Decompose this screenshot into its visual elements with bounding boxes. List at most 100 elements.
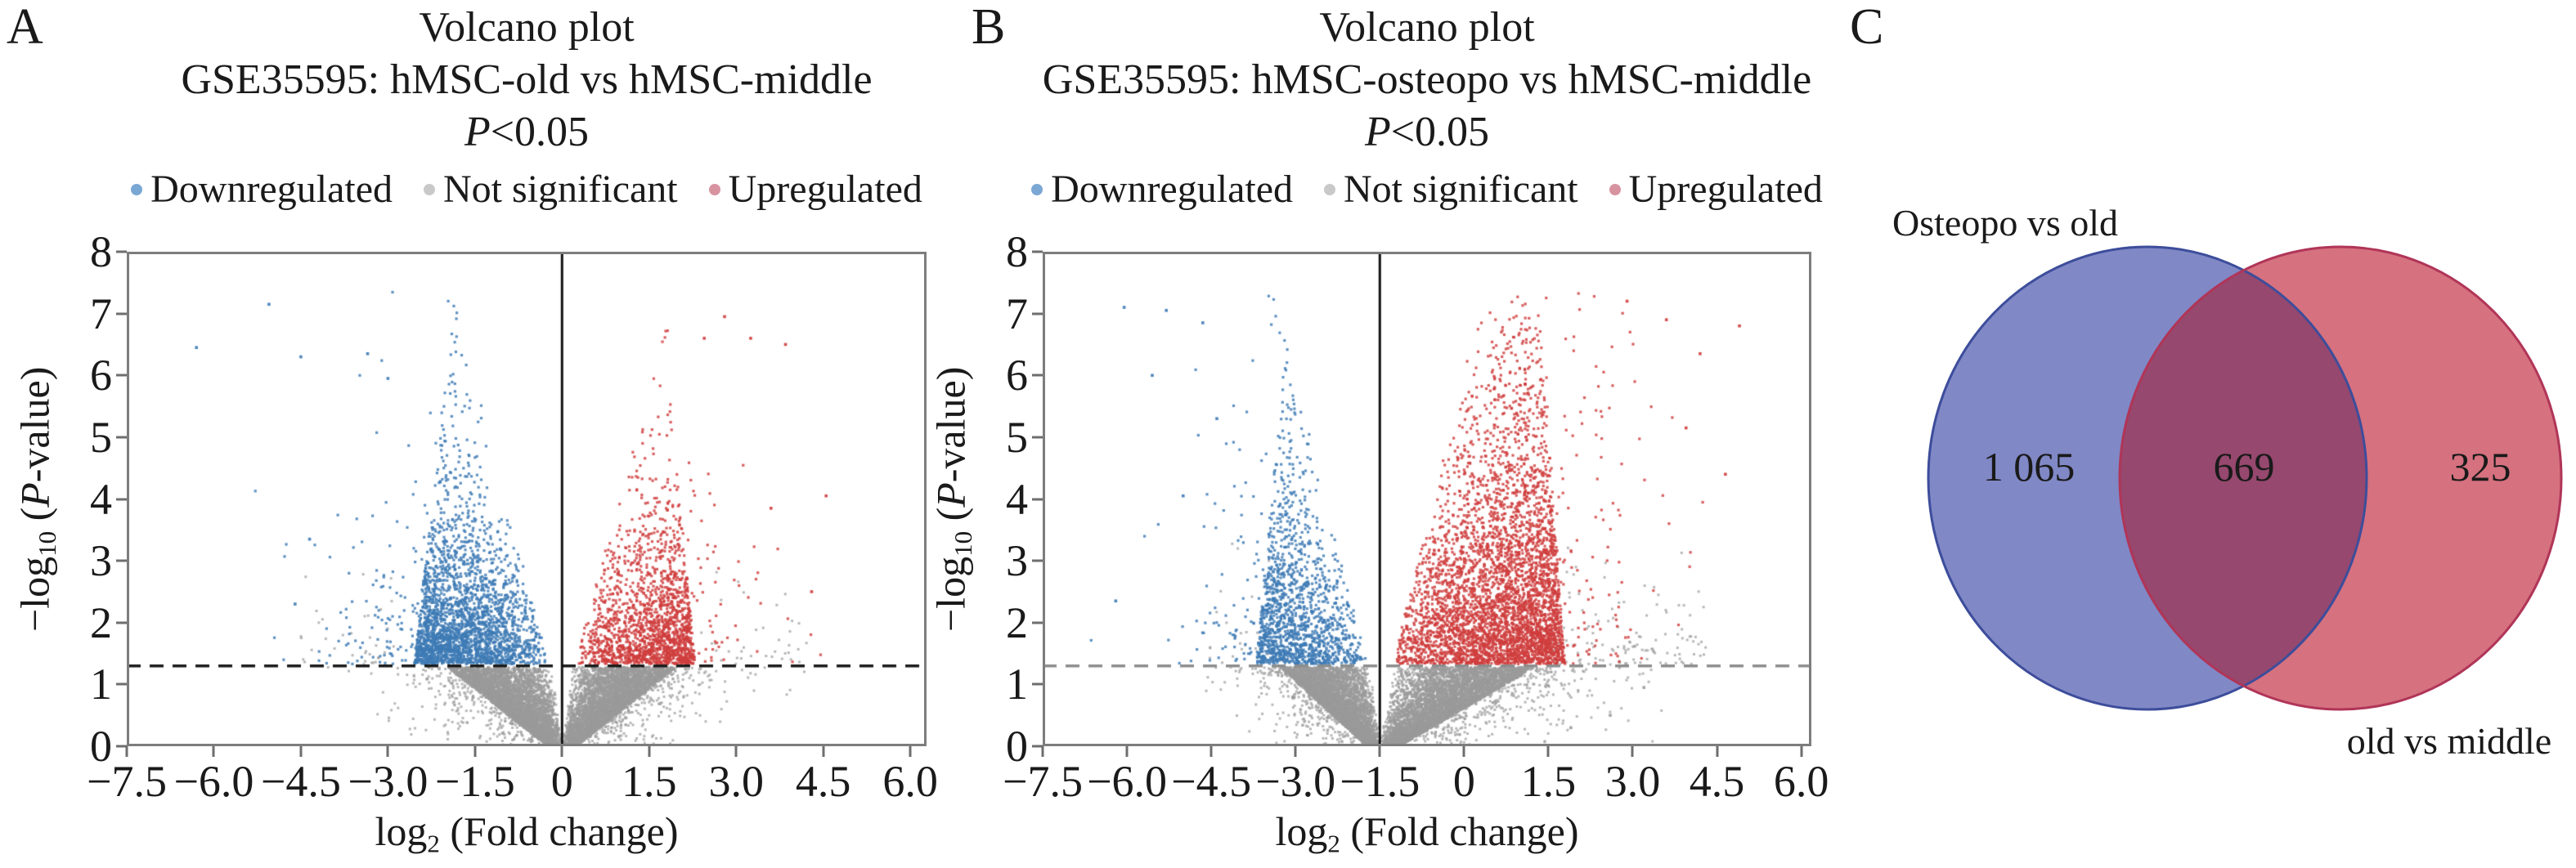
y-tick-mark <box>116 559 127 562</box>
x-tick-label: 1.5 <box>1520 757 1577 806</box>
pvalue-italic-p: P <box>464 109 491 155</box>
x-tick-mark <box>1294 746 1297 757</box>
x-tick-mark <box>1125 746 1129 757</box>
y-tick-mark <box>1032 436 1043 439</box>
x-tick-mark <box>125 746 128 757</box>
y-tick-label: 6 <box>1006 351 1028 400</box>
y-tick-label: 4 <box>1006 474 1028 524</box>
y-tick-mark <box>1032 374 1043 377</box>
chart-subtitle: GSE35595: hMSC-old vs hMSC-middle <box>181 56 873 103</box>
x-tick-mark <box>386 746 389 757</box>
title-block-b: Volcano plot GSE35595: hMSC-osteopo vs h… <box>1018 2 1836 159</box>
x-axis-title-a: log2 (Fold change) <box>375 808 679 858</box>
legend-item-upregulated: Upregulated <box>1609 167 1823 213</box>
venn-right-count: 325 <box>2450 444 2511 490</box>
x-tick-label: 1.5 <box>622 757 677 806</box>
volcano-canvas-A <box>127 252 927 746</box>
x-tick-mark <box>822 746 825 757</box>
y-tick-label: 5 <box>90 412 112 462</box>
x-tick-label: −7.5 <box>1003 757 1083 806</box>
legend-item-downregulated: Downregulated <box>1031 167 1293 213</box>
downregulated-dot-icon <box>1031 184 1043 195</box>
x-tick-label: 6.0 <box>882 757 938 806</box>
x-tick-label: −3.0 <box>348 757 429 806</box>
legend-item-not-significant: Not significant <box>1324 167 1578 213</box>
venn-right-set-label: old vs middle <box>2347 720 2551 762</box>
y-tick-mark <box>116 250 127 253</box>
y-tick-mark <box>116 498 127 500</box>
y-tick-label: 8 <box>90 227 112 276</box>
y-tick-mark <box>116 436 127 439</box>
pvalue-rest: <0.05 <box>490 109 590 155</box>
not-significant-dot-icon <box>424 184 436 195</box>
y-tick-label: 0 <box>1006 722 1028 771</box>
x-tick-mark <box>1800 746 1803 757</box>
y-tick-mark <box>1032 498 1043 500</box>
downregulated-dot-icon <box>131 184 143 195</box>
y-axis-title-b: −log10 (P-value) <box>924 252 990 746</box>
y-tick-label: 7 <box>90 289 112 338</box>
x-tick-mark <box>560 746 563 757</box>
x-tick-mark <box>1209 746 1213 757</box>
venn-overlap-count: 669 <box>2214 444 2275 490</box>
y-tick-mark <box>1032 250 1043 253</box>
x-tick-label: −6.0 <box>173 757 254 806</box>
y-tick-label: 4 <box>90 474 112 524</box>
chart-title: Volcano plot <box>1319 4 1535 51</box>
x-tick-mark <box>1716 746 1719 757</box>
x-tick-mark <box>212 746 215 757</box>
panel-label-b: B <box>972 0 1006 55</box>
x-axis-title-b: log2 (Fold change) <box>1275 808 1579 858</box>
venn-left-outline <box>1927 245 2368 711</box>
x-tick-label: 0 <box>550 757 573 806</box>
x-tick-mark <box>909 746 912 757</box>
x-tick-mark <box>648 746 651 757</box>
x-tick-mark <box>734 746 738 757</box>
x-tick-label: −7.5 <box>87 757 167 806</box>
y-tick-mark <box>116 374 127 377</box>
y-tick-mark <box>1032 682 1043 686</box>
legend-item-upregulated: Upregulated <box>708 167 922 213</box>
y-tick-label: 8 <box>1006 227 1028 276</box>
x-tick-label: −4.5 <box>1171 757 1252 806</box>
venn-overlap-region <box>2120 247 2367 709</box>
y-tick-label: 0 <box>90 722 112 771</box>
pvalue-rest: <0.05 <box>1390 109 1490 155</box>
x-tick-label: −6.0 <box>1087 757 1168 806</box>
venn-left-set-label: Osteopo vs old <box>1892 202 2118 244</box>
x-tick-mark <box>473 746 477 757</box>
volcano-canvas-B <box>1043 252 1811 746</box>
y-tick-label: 2 <box>1006 597 1028 647</box>
x-tick-label: 3.0 <box>1604 757 1661 806</box>
x-tick-label: −4.5 <box>260 757 341 806</box>
x-tick-label: 0 <box>1452 757 1475 806</box>
y-axis-title-text: −log10 (P-value) <box>11 366 61 632</box>
y-tick-label: 1 <box>1006 660 1028 709</box>
y-tick-mark <box>116 745 127 748</box>
x-tick-label: −1.5 <box>1340 757 1420 806</box>
legend-b: Downregulated Not significant Upregulate… <box>1018 167 1836 213</box>
legend-label: Not significant <box>443 168 678 211</box>
y-tick-mark <box>116 682 127 686</box>
x-tick-label: 6.0 <box>1773 757 1829 806</box>
x-tick-mark <box>1462 746 1465 757</box>
y-tick-mark <box>1032 745 1043 748</box>
y-tick-mark <box>116 621 127 624</box>
chart-subtitle: GSE35595: hMSC-osteopo vs hMSC-middle <box>1042 56 1812 103</box>
x-tick-label: −3.0 <box>1255 757 1336 806</box>
y-tick-label: 1 <box>90 660 112 709</box>
x-tick-label: 3.0 <box>708 757 764 806</box>
y-tick-mark <box>1032 312 1043 315</box>
legend-label: Upregulated <box>728 168 922 211</box>
pvalue-threshold-text: P<0.05 <box>1018 106 1836 159</box>
x-tick-label: 4.5 <box>795 757 851 806</box>
x-tick-mark <box>1041 746 1044 757</box>
y-tick-label: 5 <box>1006 412 1028 462</box>
y-tick-mark <box>1032 559 1043 562</box>
not-significant-dot-icon <box>1324 184 1336 195</box>
y-axis-title-text: −log10 (P-value) <box>927 366 977 632</box>
y-tick-mark <box>1032 621 1043 624</box>
legend-label: Downregulated <box>150 168 393 211</box>
panel-label-c: C <box>1850 0 1884 55</box>
